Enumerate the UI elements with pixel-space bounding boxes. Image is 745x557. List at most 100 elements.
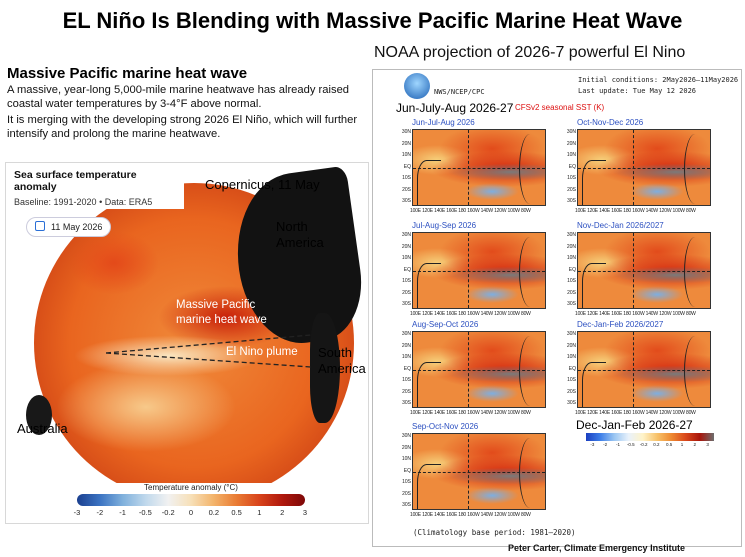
noaa-colorbar-tick: -3: [590, 442, 595, 447]
sst-map-ytick: 20S: [567, 388, 576, 395]
asia-coast: [417, 160, 441, 205]
paragraph-1: A massive, year-long 5,000-mile marine h…: [7, 84, 350, 110]
noaa-colorbar-tick: -0.5: [626, 442, 635, 447]
equator-line: [578, 167, 710, 169]
model-label: CFSv2 seasonal SST (K): [515, 103, 605, 112]
noaa-colorbar: [586, 433, 714, 441]
section-heading: Massive Pacific marine heat wave: [7, 65, 248, 82]
sst-map-ytick: 20N: [566, 140, 576, 147]
sst-map-title: Oct-Nov-Dec 2026: [577, 118, 644, 127]
colorbar-tick: 0: [188, 508, 194, 517]
colorbar-gradient: [77, 494, 305, 506]
last-update: Last update: Tue May 12 2026: [578, 87, 697, 95]
sst-map-ytick: 10N: [401, 456, 411, 462]
sst-map-title: Jun-Jul-Aug 2026: [412, 118, 475, 127]
asia-coast: [582, 160, 606, 205]
americas-coast: [684, 237, 706, 307]
asia-coast: [582, 362, 606, 407]
sst-map-ytick: 20S: [402, 186, 411, 193]
sst-map-ytick: 10S: [567, 278, 576, 284]
noaa-colorbar-tick: 3: [706, 442, 709, 447]
sst-map-plot: [412, 232, 546, 309]
americas-coast: [519, 237, 541, 307]
asia-coast: [417, 464, 441, 509]
colorbar-tick: 0.5: [231, 508, 242, 517]
sst-map-ytick: EQ: [403, 467, 411, 474]
sst-map-ytick: 30S: [402, 502, 411, 508]
equator-line: [413, 167, 545, 169]
equator-line: [413, 270, 545, 272]
equator-line: [578, 369, 710, 371]
sst-map-ytick: 10N: [566, 152, 576, 158]
sst-map-title: Nov-Dec-Jan 2026/2027: [577, 221, 664, 230]
sst-map-ytick: 30N: [566, 331, 576, 337]
colorbar-tick: -1: [119, 508, 126, 517]
sst-map-plot: [412, 129, 546, 206]
calendar-icon: [35, 221, 45, 231]
sst-map-ytick: 10N: [566, 255, 576, 261]
americas-coast: [519, 336, 541, 406]
sst-map-xticks: 100E 120E 140E 160E 180 160W 140W 120W 1…: [575, 410, 696, 416]
sst-map: Oct-Nov-Dec 2026 30N 20N 10N EQ 10S 20S 30S 100E…: [563, 118, 713, 218]
sst-map-ytick: 10S: [402, 377, 411, 383]
sst-map-ytick: 10N: [401, 354, 411, 360]
sst-map-ytick: 30S: [402, 400, 411, 406]
noaa-colorbar-tick: 0.2: [653, 442, 660, 447]
sst-map-ytick: 10S: [567, 377, 576, 383]
north-america-label: North America: [276, 219, 324, 250]
sst-map-ytick: 20N: [401, 243, 411, 250]
sst-map-ytick: 10S: [567, 175, 576, 181]
sst-map-ytick: 20N: [566, 342, 576, 349]
sst-map-plot: [412, 433, 546, 510]
el-nino-plume-label: El Nino plume: [226, 346, 298, 358]
sst-map-title: Jul-Aug-Sep 2026: [412, 221, 477, 230]
sst-map-xticks: 100E 120E 140E 160E 180 160W 140W 120W 1…: [575, 311, 696, 317]
noaa-colorbar-tick: 0.5: [666, 442, 673, 447]
australia-landmass: [26, 395, 52, 435]
equator-line: [578, 270, 710, 272]
sst-map: Jun-Jul-Aug 2026 30N 20N 10N EQ 10S 20S 30S 100E…: [398, 118, 548, 218]
sst-map-ytick: 20S: [402, 490, 411, 497]
sst-map-ytick: 10S: [402, 278, 411, 284]
sst-map-plot: [412, 331, 546, 408]
americas-coast: [684, 134, 706, 204]
sst-map-xticks: 100E 120E 140E 160E 180 160W 140W 120W 1…: [410, 410, 531, 416]
sst-map-ytick: 30N: [566, 232, 576, 238]
sst-map-ytick: 30S: [402, 301, 411, 307]
sst-map-xticks: 100E 120E 140E 160E 180 160W 140W 120W 1…: [575, 208, 696, 214]
south-america-label: South America: [318, 345, 366, 376]
temperature-colorbar: Temperature anomaly (°C) -3 -2 -1 -0.5 -0.2 0…: [71, 483, 311, 523]
sst-map-ytick: 30N: [401, 331, 411, 337]
sst-map-ytick: 30N: [401, 232, 411, 238]
sst-map-title: Dec-Jan-Feb 2026/2027: [577, 320, 664, 329]
sst-map-ytick: 20S: [567, 289, 576, 296]
sst-map-ytick: EQ: [568, 163, 576, 170]
sst-map-plot: [577, 232, 711, 309]
sst-map-xticks: 100E 120E 140E 160E 180 160W 140W 120W 1…: [410, 311, 531, 317]
asia-coast: [417, 362, 441, 407]
colorbar-tick: -2: [96, 508, 104, 517]
noaa-colorbar-tick: -0.2: [639, 442, 648, 447]
sst-map-ytick: 30N: [401, 129, 411, 135]
sst-map-xticks: 100E 120E 140E 160E 180 160W 140W 120W 1…: [410, 208, 531, 214]
equator-line: [413, 471, 545, 473]
date-chip-label: 11 May 2026: [51, 222, 103, 232]
sst-map-ytick: 10N: [401, 152, 411, 158]
colorbar-tick: 1: [257, 508, 262, 517]
sst-map-ytick: 30S: [567, 301, 576, 307]
copernicus-source-label: Copernicus, 11 May: [205, 177, 320, 192]
sst-map-ytick: 20N: [401, 444, 411, 451]
sst-map-ytick: 10S: [402, 175, 411, 181]
americas-coast: [519, 438, 541, 508]
date-chip[interactable]: 11 May 2026: [26, 217, 112, 237]
sst-map-ytick: 30S: [567, 198, 576, 204]
noaa-colorbar-tick: -1: [615, 442, 621, 447]
noaa-colorbar-ticks: -3 -2 -1 -0.5 -0.2 0.2 0.5 1 2 3: [586, 442, 714, 449]
asia-coast: [582, 263, 606, 308]
australia-label: Australia: [17, 421, 68, 436]
noaa-colorbar-tick: 2: [693, 442, 697, 447]
sst-map-ytick: 30N: [401, 433, 411, 439]
noaa-heading: NOAA projection of 2026-7 powerful El Ni…: [374, 44, 686, 61]
sst-map-ytick: EQ: [568, 365, 576, 372]
legend-subtitle: Baseline: 1991-2020 • Data: ERA5: [14, 197, 153, 207]
